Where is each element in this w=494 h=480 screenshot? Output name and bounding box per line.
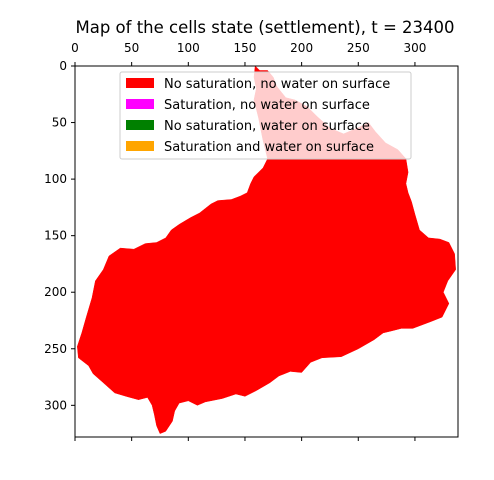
y-tick-label: 250: [44, 342, 67, 356]
x-tick-label: 100: [177, 41, 200, 55]
legend: No saturation, no water on surface Satura…: [119, 71, 412, 160]
x-tick-label: 300: [403, 41, 426, 55]
y-tick-label: 200: [44, 285, 67, 299]
legend-label: No saturation, no water on surface: [164, 77, 390, 92]
x-tick-label: 200: [290, 41, 313, 55]
y-tick-label: 300: [44, 398, 67, 412]
legend-box: [119, 71, 412, 160]
y-tick-label: 0: [59, 59, 67, 73]
y-tick-label: 150: [44, 229, 67, 243]
legend-swatch: [126, 120, 154, 130]
y-tick-label: 100: [44, 172, 67, 186]
legend-swatch: [126, 78, 154, 88]
x-axis: 0 50 100 150 200 250 300: [71, 41, 426, 441]
legend-label: Saturation and water on surface: [164, 140, 374, 155]
y-tick-label: 50: [52, 116, 67, 130]
legend-swatch: [126, 99, 154, 109]
legend-label: No saturation, water on surface: [164, 119, 370, 134]
legend-label: Saturation, no water on surface: [164, 98, 370, 113]
x-tick-label: 0: [71, 41, 79, 55]
axes-frame: [74, 65, 459, 438]
x-tick-label: 250: [347, 41, 370, 55]
chart-title: Map of the cells state (settlement), t =…: [75, 18, 454, 37]
legend-swatch: [126, 141, 154, 151]
x-tick-label: 50: [124, 41, 139, 55]
x-tick-label: 150: [234, 41, 257, 55]
y-axis: 0 50 100 150 200 250 300: [44, 59, 75, 412]
